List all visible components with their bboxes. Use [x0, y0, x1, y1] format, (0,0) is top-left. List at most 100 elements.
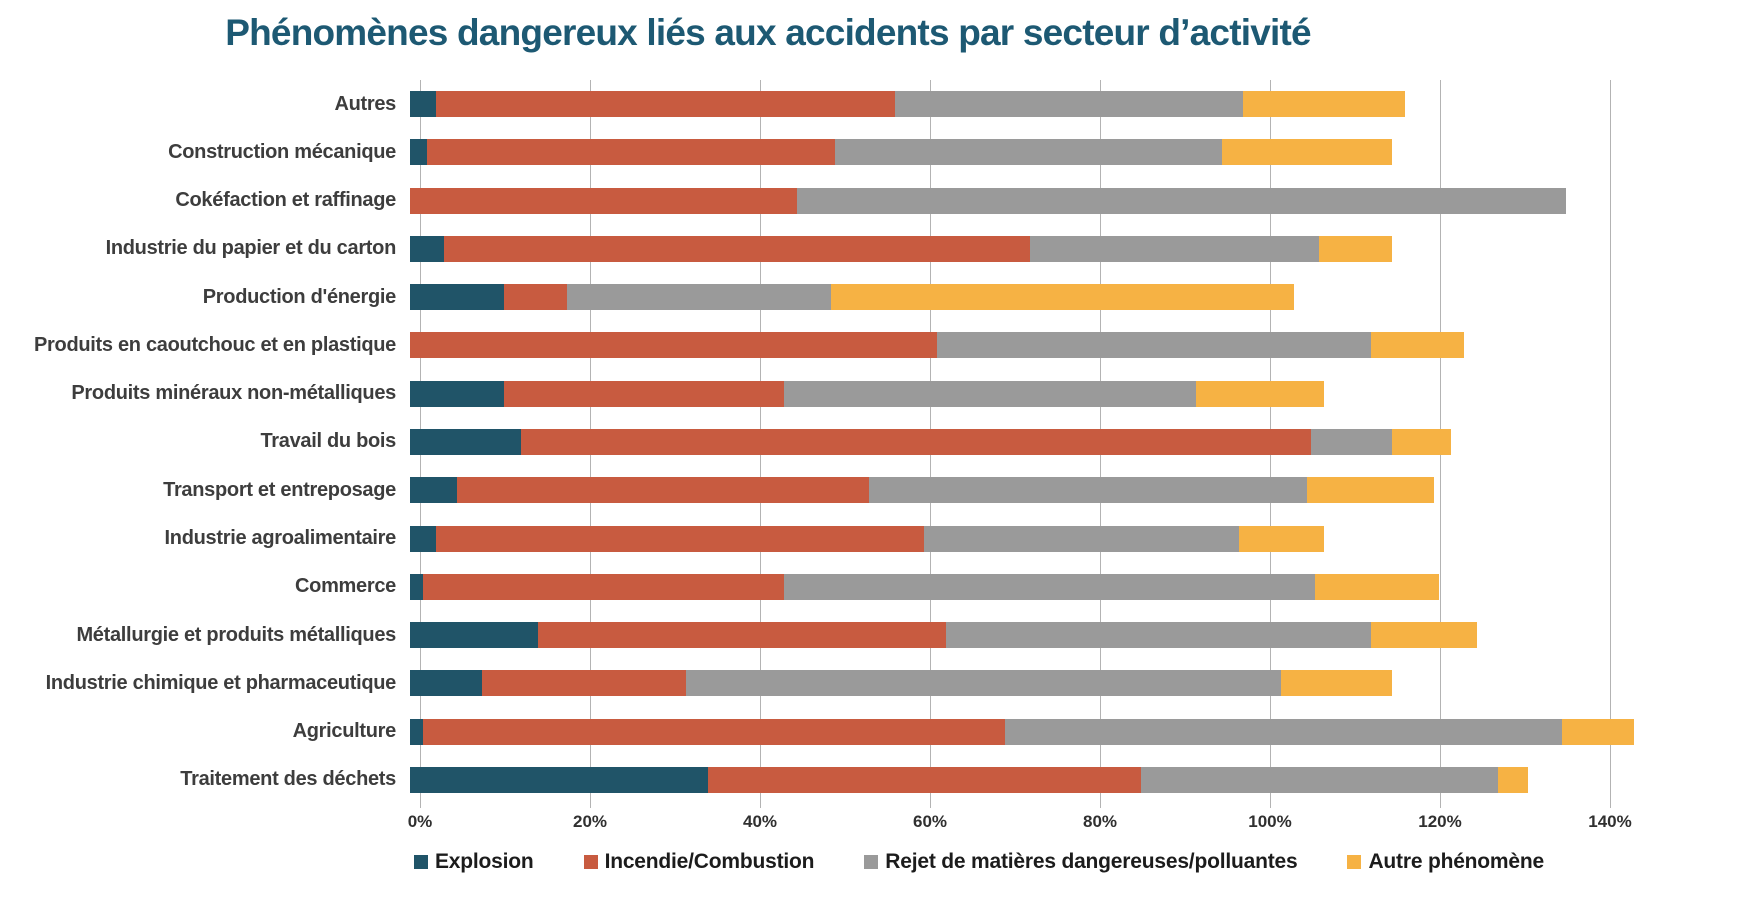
bar-segment-rejet-de-mati-res-dangereuses-polluantes: [1005, 718, 1562, 745]
legend-item-autre-ph-nom-ne: Autre phénomène: [1347, 850, 1544, 874]
category-label: Métallurgie et produits métalliques: [76, 623, 396, 646]
bar-segment-incendie-combustion: [707, 766, 1141, 793]
bar-segment-autre-ph-nom-ne: [1391, 428, 1452, 455]
legend-label: Autre phénomène: [1368, 850, 1544, 873]
chart-row: Agriculture: [0, 707, 1650, 755]
bar-segment-explosion: [410, 525, 436, 552]
bar-segment-explosion: [410, 718, 423, 745]
bar-segment-autre-ph-nom-ne: [1370, 622, 1477, 649]
bar-segment-incendie-combustion: [443, 235, 1031, 262]
bar-segment-rejet-de-mati-res-dangereuses-polluantes: [1030, 235, 1320, 262]
bar-segment-autre-ph-nom-ne: [1306, 477, 1435, 504]
bar-segment-incendie-combustion: [435, 91, 895, 118]
category-label: Produits en caoutchouc et en plastique: [34, 333, 396, 356]
legend-item-explosion: Explosion: [414, 850, 534, 874]
gridline-140: [1610, 80, 1611, 808]
chart-row: Industrie chimique et pharmaceutique: [0, 659, 1650, 707]
chart-row: Industrie agroalimentaire: [0, 514, 1650, 562]
legend-label: Explosion: [435, 850, 534, 873]
bar-track: [410, 428, 1600, 455]
bar-segment-explosion: [410, 477, 457, 504]
bar-segment-autre-ph-nom-ne: [1281, 670, 1392, 697]
bar-segment-incendie-combustion: [456, 477, 869, 504]
category-label: Cokéfaction et raffinage: [175, 189, 396, 212]
bar-segment-incendie-combustion: [435, 525, 925, 552]
bar-segment-rejet-de-mati-res-dangereuses-polluantes: [567, 284, 831, 311]
bar-segment-incendie-combustion: [520, 428, 1311, 455]
bar-segment-rejet-de-mati-res-dangereuses-polluantes: [945, 622, 1371, 649]
category-label: Commerce: [295, 575, 396, 598]
bar-segment-incendie-combustion: [482, 670, 687, 697]
bar-segment-rejet-de-mati-res-dangereuses-polluantes: [1141, 766, 1498, 793]
legend-label: Rejet de matières dangereuses/polluantes: [885, 850, 1298, 873]
legend-label: Incendie/Combustion: [604, 850, 815, 873]
bar-segment-rejet-de-mati-res-dangereuses-polluantes: [834, 139, 1222, 166]
bar-track: [410, 477, 1600, 504]
legend: Explosion Incendie/Combustion Rejet de mat…: [414, 850, 1544, 874]
bar-segment-autre-ph-nom-ne: [830, 284, 1294, 311]
chart-row: Traitement des déchets: [0, 756, 1650, 804]
chart-row: Travail du bois: [0, 418, 1650, 466]
bar-segment-rejet-de-mati-res-dangereuses-polluantes: [1311, 428, 1392, 455]
chart-row: Transport et entreposage: [0, 466, 1650, 514]
x-tick-label: 120%: [1418, 812, 1462, 831]
bar-segment-explosion: [410, 622, 538, 649]
legend-swatch: [583, 855, 598, 869]
bar-segment-incendie-combustion: [503, 284, 568, 311]
bar-segment-autre-ph-nom-ne: [1498, 766, 1528, 793]
bar-segment-explosion: [410, 139, 427, 166]
x-tick-label: 80%: [1082, 812, 1118, 831]
chart-row: Produits minéraux non-métalliques: [0, 370, 1650, 418]
x-tick-label: 40%: [742, 812, 778, 831]
category-label: Construction mécanique: [168, 140, 396, 163]
bar-track: [410, 622, 1600, 649]
bar-segment-rejet-de-mati-res-dangereuses-polluantes: [869, 477, 1307, 504]
legend-swatch: [864, 855, 879, 869]
bar-segment-incendie-combustion: [410, 187, 797, 214]
category-label: Autres: [334, 92, 396, 115]
bar-segment-rejet-de-mati-res-dangereuses-polluantes: [894, 91, 1243, 118]
category-label: Produits minéraux non-métalliques: [71, 382, 396, 405]
legend-swatch: [414, 855, 428, 869]
chart-title: Phénomènes dangereux liés aux accidents …: [225, 12, 1311, 53]
bar-segment-explosion: [410, 766, 708, 793]
category-label: Industrie agroalimentaire: [164, 527, 397, 550]
bar-segment-autre-ph-nom-ne: [1243, 91, 1405, 118]
x-tick-label: 140%: [1588, 812, 1632, 831]
bar-segment-autre-ph-nom-ne: [1370, 332, 1464, 359]
bar-segment-rejet-de-mati-res-dangereuses-polluantes: [924, 525, 1239, 552]
bar-segment-autre-ph-nom-ne: [1319, 235, 1392, 262]
bar-segment-incendie-combustion: [422, 718, 1005, 745]
x-tick-label: 0%: [407, 812, 433, 831]
bar-track: [410, 573, 1600, 600]
category-label: Transport et entreposage: [163, 478, 396, 501]
bar-track: [410, 139, 1600, 166]
bar-segment-autre-ph-nom-ne: [1221, 139, 1392, 166]
bar-segment-incendie-combustion: [503, 380, 784, 407]
bar-segment-explosion: [410, 573, 423, 600]
category-label: Production d'énergie: [202, 285, 397, 308]
bar-segment-rejet-de-mati-res-dangereuses-polluantes: [686, 670, 1282, 697]
bar-track: [410, 235, 1600, 262]
x-axis: 0% 20% 40% 60% 80% 100% 120% 140%: [408, 812, 1632, 836]
legend-item-rejet-de-mati-res-dangereuses-polluantes: Rejet de matières dangereuses/polluantes: [864, 850, 1298, 874]
chart-row: Production d'énergie: [0, 273, 1650, 321]
legend-item-incendie-combustion: Incendie/Combustion: [583, 850, 815, 874]
bar-segment-rejet-de-mati-res-dangereuses-polluantes: [784, 380, 1197, 407]
bar-track: [410, 670, 1600, 697]
chart-row: Autres: [0, 80, 1650, 128]
x-tick-label: 60%: [912, 812, 948, 831]
category-label: Travail du bois: [260, 430, 396, 453]
chart-row: Produits en caoutchouc et en plastique: [0, 321, 1650, 369]
category-label: Industrie chimique et pharmaceutique: [45, 671, 397, 694]
bar-segment-explosion: [410, 670, 483, 697]
x-tick-label: 20%: [572, 812, 608, 831]
bar-segment-explosion: [410, 380, 504, 407]
bar-segment-rejet-de-mati-res-dangereuses-polluantes: [784, 573, 1316, 600]
title-wrap: Phénomènes dangereux liés aux accidents …: [0, 12, 1536, 54]
legend-swatch: [1347, 855, 1362, 869]
bar-segment-autre-ph-nom-ne: [1238, 525, 1324, 552]
bar-segment-rejet-de-mati-res-dangereuses-polluantes: [796, 187, 1566, 214]
chart-row: Construction mécanique: [0, 128, 1650, 176]
